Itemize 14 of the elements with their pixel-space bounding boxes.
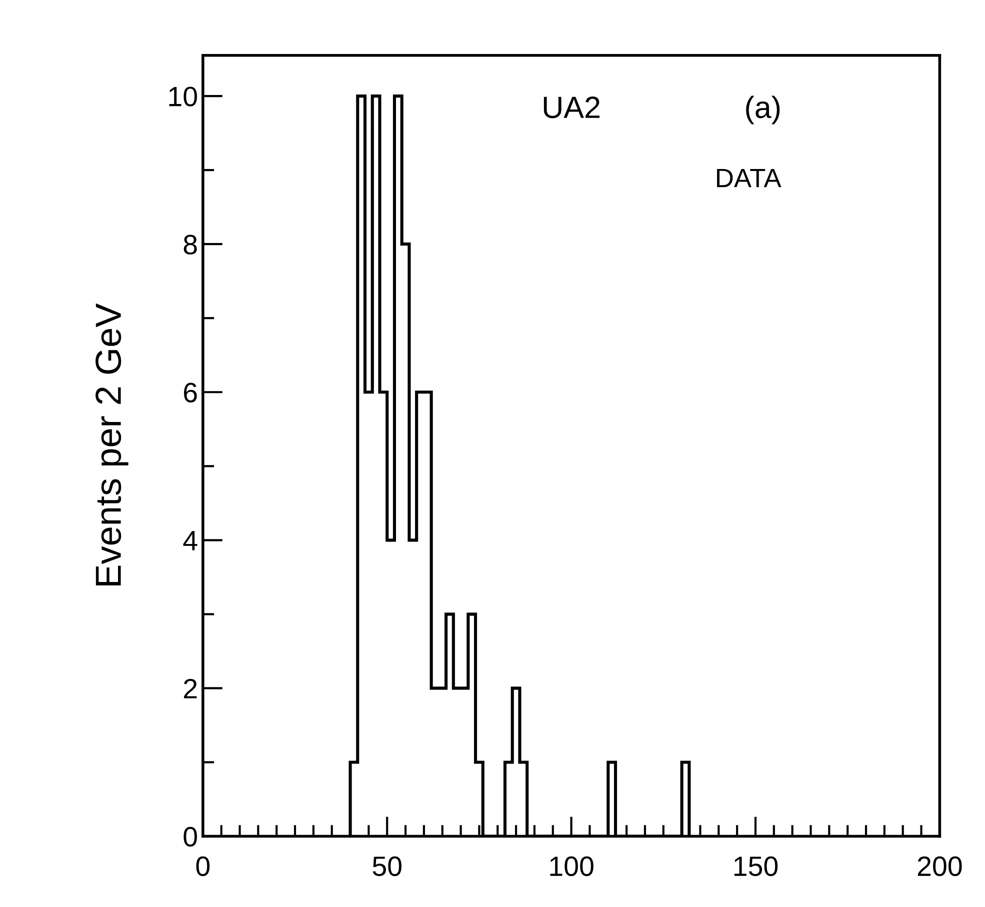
- x-tick-label: 150: [734, 856, 778, 876]
- x-tick-label: 50: [372, 856, 402, 876]
- y-tick-label: 10: [169, 86, 197, 106]
- annotation: (a): [746, 96, 780, 124]
- y-tick-label: 2: [184, 678, 197, 698]
- annotation: UA2: [544, 96, 600, 118]
- x-tick-label: 100: [550, 856, 594, 876]
- x-tick-label: 200: [918, 856, 962, 876]
- y-tick-label: 4: [183, 531, 198, 550]
- annotation: DATA: [717, 168, 782, 188]
- y-tick-label: 0: [184, 826, 197, 847]
- y-axis-title: Events per 2 GeV: [96, 303, 128, 586]
- y-tick-label: 6: [184, 382, 197, 402]
- y-tick-label: 8: [184, 234, 197, 254]
